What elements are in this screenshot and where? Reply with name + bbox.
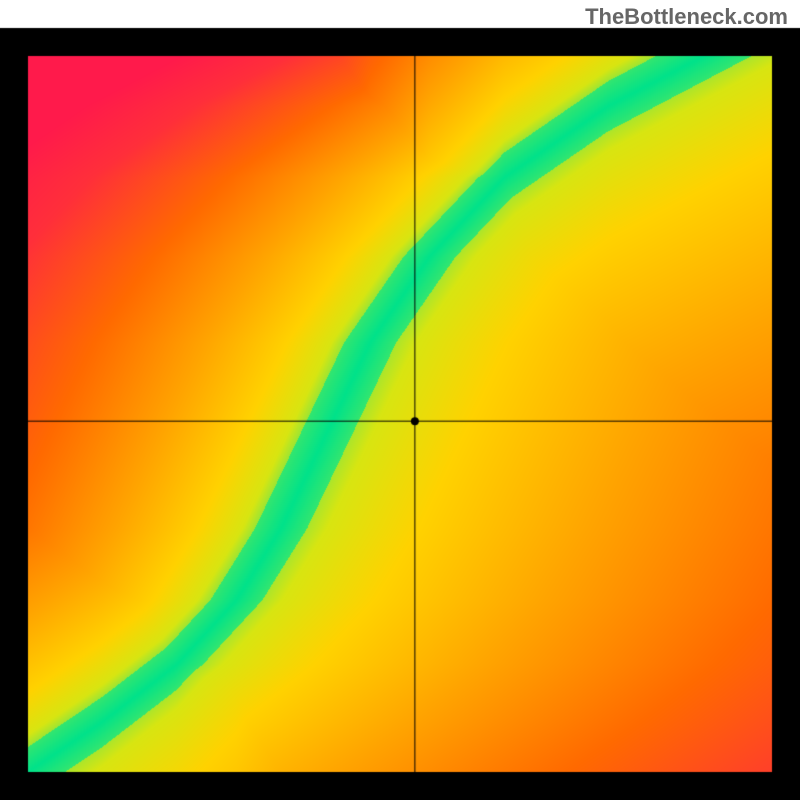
watermark-text: TheBottleneck.com — [585, 4, 788, 30]
heatmap-canvas — [0, 0, 800, 800]
